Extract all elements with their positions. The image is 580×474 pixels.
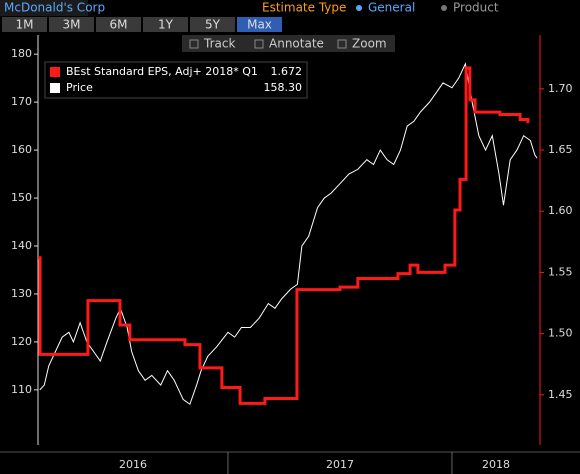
y2-tick-label: 1.65 (548, 143, 573, 156)
y2-tick-label: 1.55 (548, 265, 573, 278)
period-label[interactable]: 1M (16, 18, 34, 32)
y-tick-label: 170 (11, 95, 32, 108)
legend-box (44, 61, 308, 99)
y-tick-label: 160 (11, 143, 32, 156)
legend-swatch (50, 67, 60, 77)
security-title: McDonald's Corp (4, 1, 105, 15)
tool-icon[interactable] (254, 39, 264, 49)
legend-value: 1.672 (271, 65, 303, 78)
y2-tick-label: 1.45 (548, 388, 573, 401)
radio-label[interactable]: General (368, 1, 415, 15)
legend-label: BEst Standard EPS, Adj+ 2018* Q1 (66, 65, 258, 78)
period-label[interactable]: Max (247, 18, 272, 32)
y2-tick-label: 1.60 (548, 204, 573, 217)
period-button[interactable] (143, 17, 188, 32)
period-button[interactable] (49, 17, 94, 32)
legend-swatch (50, 83, 60, 93)
y-tick-label: 150 (11, 191, 32, 204)
x-tick-label: 2018 (482, 458, 510, 471)
period-label[interactable]: 1Y (158, 18, 174, 32)
period-label[interactable]: 5Y (205, 18, 221, 32)
y-tick-label: 110 (11, 383, 32, 396)
period-button[interactable] (237, 17, 282, 32)
y-tick-label: 120 (11, 335, 32, 348)
series-line (38, 66, 530, 405)
y-tick-label: 180 (11, 47, 32, 60)
y-tick-label: 140 (11, 239, 32, 252)
series-line (39, 62, 538, 406)
tool-icon[interactable] (189, 39, 199, 49)
title-box (0, 0, 88, 16)
estimate-label: Estimate Type (262, 1, 346, 15)
tool-label[interactable]: Zoom (352, 37, 387, 51)
legend-value: 158.30 (264, 81, 303, 94)
radio-label[interactable]: Product (453, 1, 499, 15)
period-label[interactable]: 6M (110, 18, 128, 32)
radio[interactable] (356, 5, 362, 11)
tool-label[interactable]: Track (203, 37, 235, 51)
period-button[interactable] (96, 17, 141, 32)
period-label[interactable]: 3M (63, 18, 81, 32)
period-button[interactable] (190, 17, 235, 32)
x-tick-label: 2017 (326, 458, 354, 471)
y-tick-label: 130 (11, 287, 32, 300)
y2-tick-label: 1.50 (548, 327, 573, 340)
tool-label[interactable]: Annotate (269, 37, 324, 51)
tool-icon[interactable] (337, 39, 347, 49)
period-button[interactable] (2, 17, 47, 32)
legend-label: Price (66, 81, 93, 94)
radio[interactable] (441, 5, 447, 11)
y2-tick-label: 1.70 (548, 82, 573, 95)
x-tick-label: 2016 (119, 458, 147, 471)
